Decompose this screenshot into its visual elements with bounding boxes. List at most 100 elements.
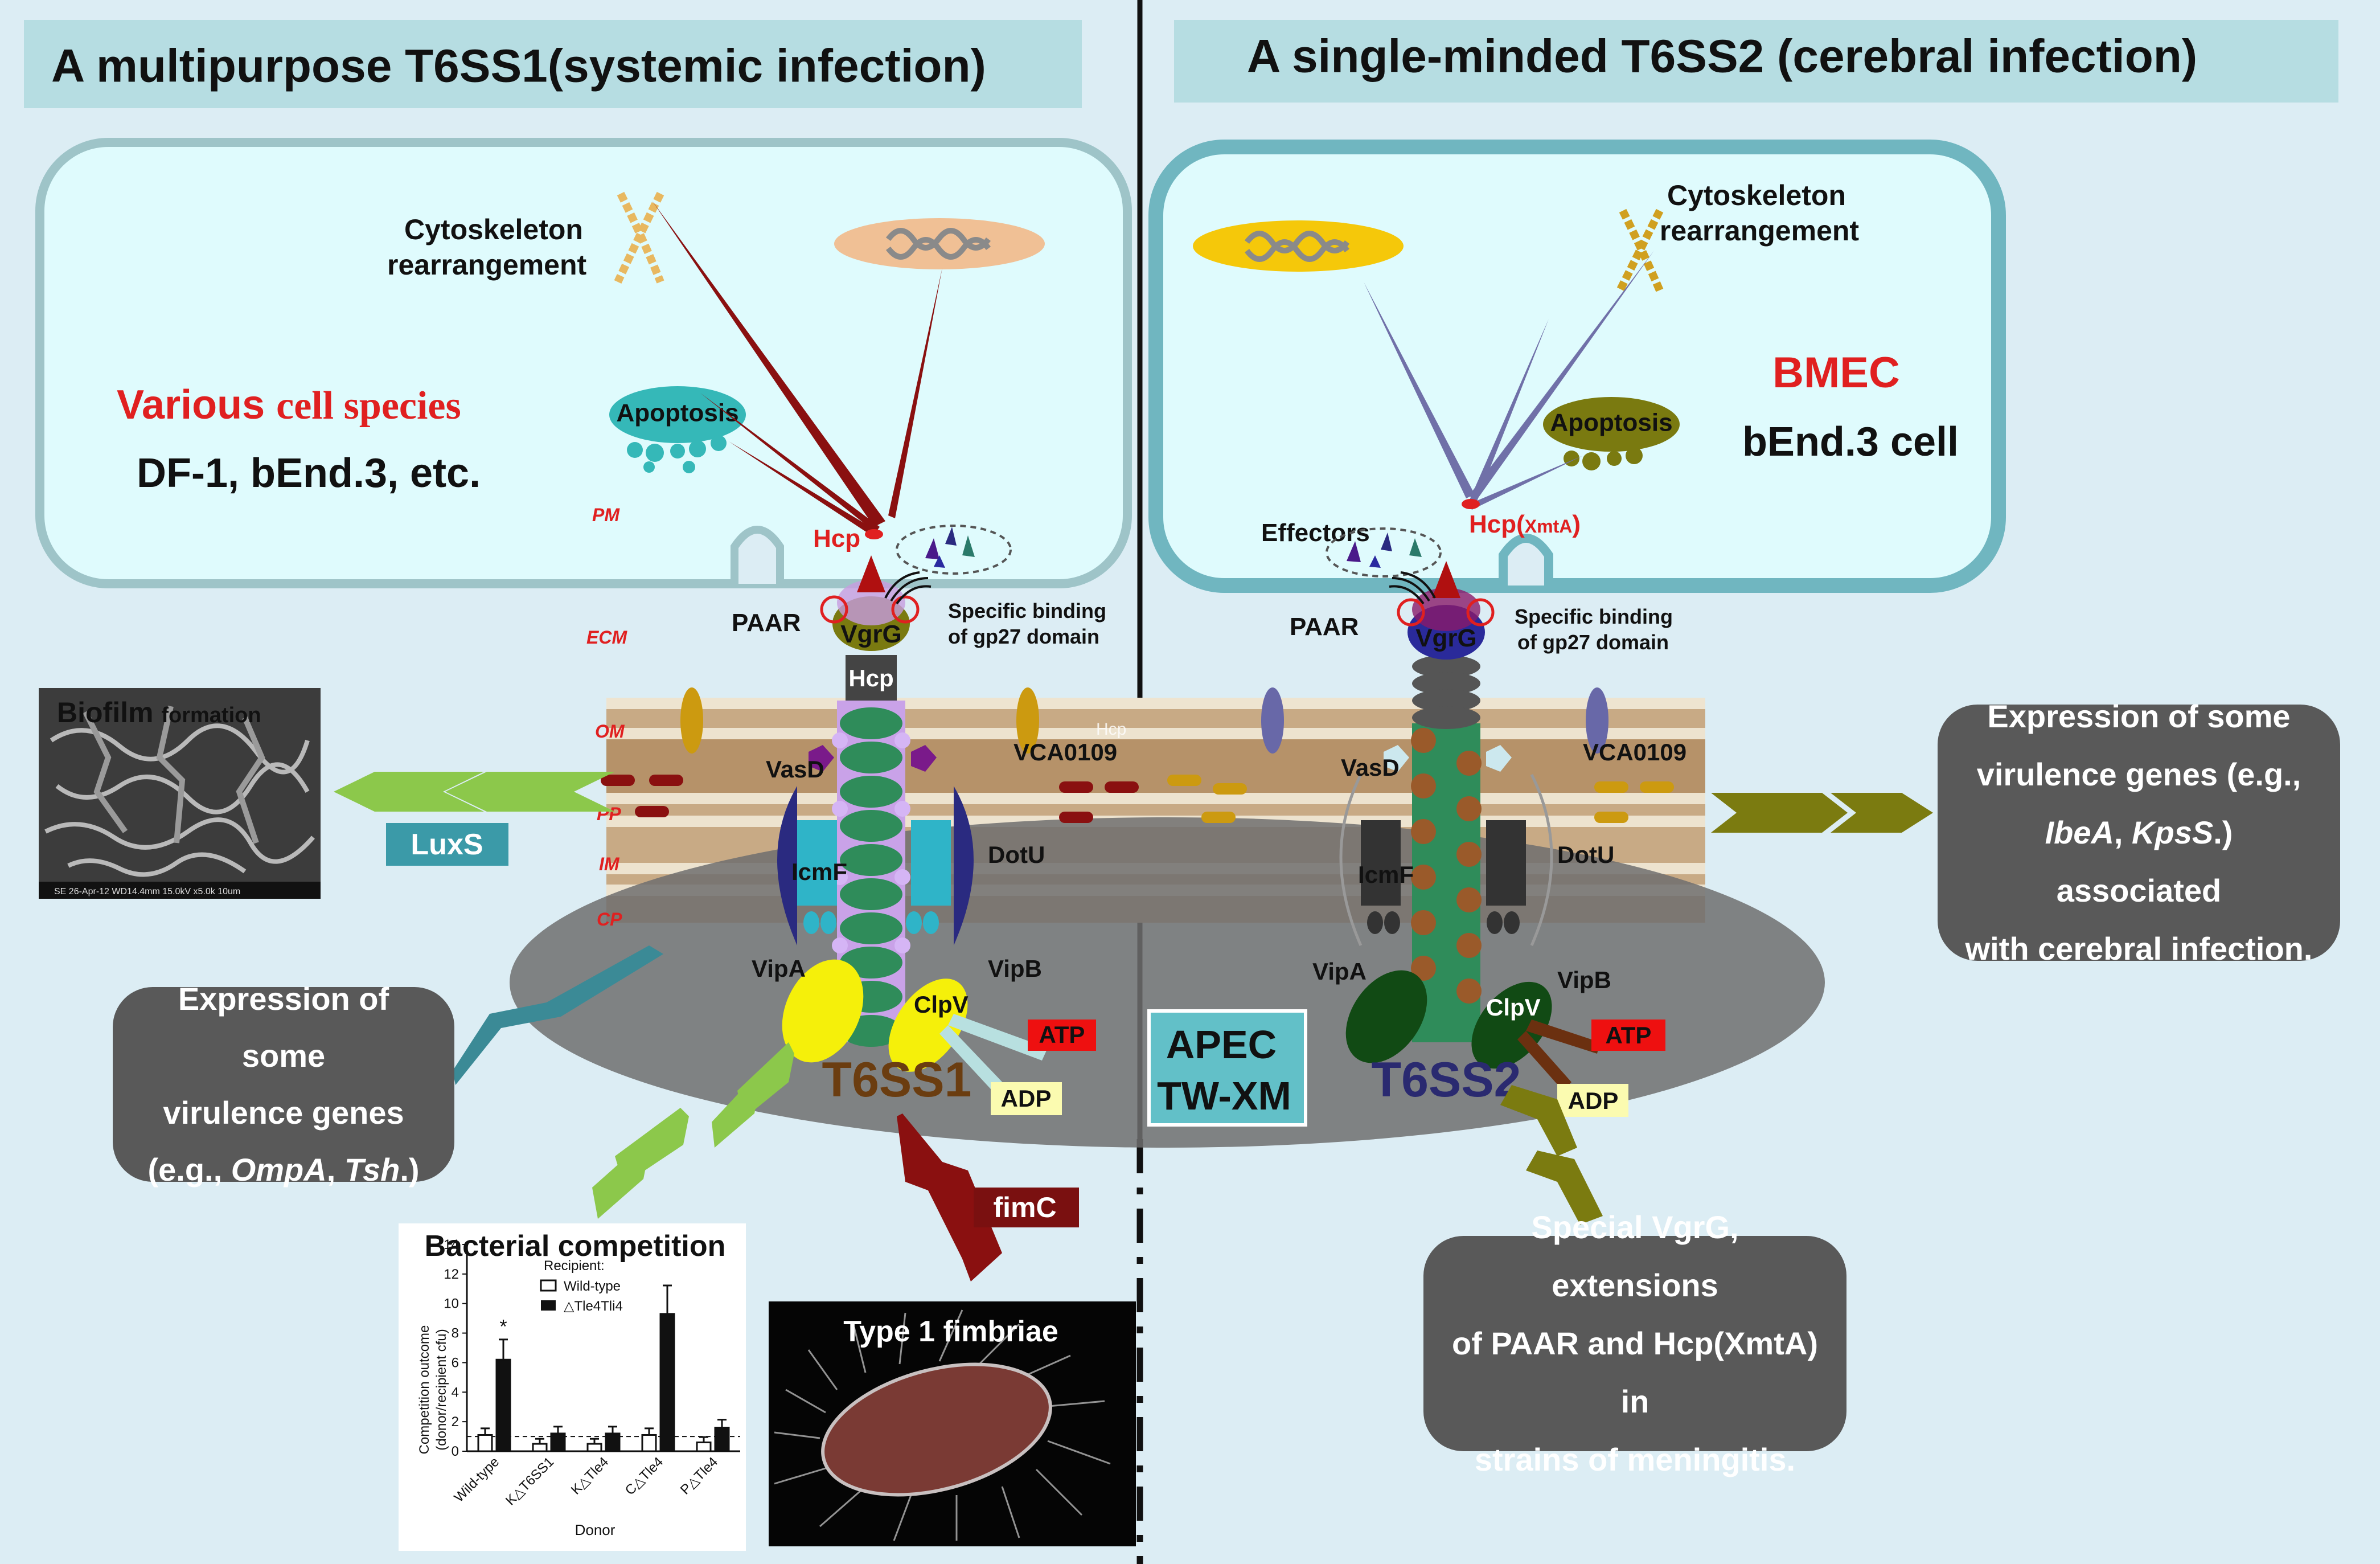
left-virulence-line-1: Expression of some bbox=[178, 981, 389, 1074]
left-title: A multipurpose T6SS1(systemic infection) bbox=[51, 40, 986, 92]
recipient-label: Recipient: bbox=[544, 1258, 605, 1274]
cytoskeleton-label-right-1: Cytoskeleton bbox=[1667, 179, 1846, 211]
t6ss2-machine bbox=[1167, 561, 1674, 1091]
strain-box bbox=[1147, 1009, 1307, 1127]
y-axis-label-1: Competition outcome bbox=[417, 1325, 432, 1455]
right-virulence-line-3: IbeA, KpsS.) associated bbox=[2045, 814, 2233, 908]
dna-icon-right bbox=[1193, 220, 1404, 272]
bar-mutant bbox=[714, 1427, 730, 1452]
right-invagination bbox=[1499, 534, 1553, 586]
hcp-tube-label-left: Hcp bbox=[848, 665, 893, 691]
dna-icon bbox=[834, 218, 1045, 269]
left-box-pointer bbox=[453, 945, 663, 1085]
vipb-label-left: VipB bbox=[988, 955, 1042, 982]
adp-label-right: ADP bbox=[1568, 1087, 1619, 1114]
bar-wildtype bbox=[696, 1441, 712, 1452]
left-title-bar bbox=[24, 20, 1082, 108]
atp-box-right bbox=[1591, 1020, 1665, 1051]
om-label: OM bbox=[595, 721, 625, 742]
dotu-label-right: DotU bbox=[1557, 841, 1614, 868]
vipb-label-right: VipB bbox=[1557, 967, 1611, 993]
fimc-arrow bbox=[897, 1113, 1002, 1282]
t6ss2-label: T6SS2 bbox=[1372, 1053, 1521, 1107]
right-olive-arrows bbox=[1500, 793, 1933, 1225]
y-tick-label: 10 bbox=[444, 1296, 459, 1312]
strain-label-1: APEC bbox=[1166, 1022, 1277, 1067]
right-virulence-text: Expression of some virulence genes (e.g.… bbox=[1960, 687, 2317, 978]
adp-label-left: ADP bbox=[1001, 1085, 1052, 1112]
hcp-label-right: Hcp(XmtA) bbox=[1469, 510, 1581, 538]
vca-label-right: VCA0109 bbox=[1583, 739, 1686, 765]
x-axis-label: Donor bbox=[575, 1521, 615, 1538]
pm-label: PM bbox=[592, 505, 620, 525]
legend-swatch-wildtype bbox=[540, 1279, 557, 1292]
left-virulence-box: Expression of some virulence genes (e.g.… bbox=[113, 981, 454, 1188]
apoptosis-icon-right bbox=[1543, 397, 1680, 470]
hcp-dot-right bbox=[1462, 499, 1480, 509]
cytoskeleton-label-2: rearrangement bbox=[387, 249, 586, 281]
right-virulence-box: Expression of some virulence genes (e.g.… bbox=[1938, 698, 2340, 967]
bar-wildtype bbox=[532, 1443, 548, 1452]
special-vgrg-line-3: strains of meningitis. bbox=[1474, 1442, 1796, 1477]
luxs-label: LuxS bbox=[411, 828, 483, 861]
special-vgrg-line-2: of PAAR and Hcp(XmtA) in bbox=[1452, 1325, 1818, 1419]
bar-mutant bbox=[550, 1432, 566, 1452]
effector-spikes-right bbox=[1364, 251, 1654, 510]
legend-wildtype: Wild-type bbox=[564, 1279, 621, 1294]
luxs-box bbox=[386, 823, 508, 866]
fimc-label: fimC bbox=[993, 1192, 1056, 1223]
fimc-box bbox=[974, 1188, 1079, 1227]
atp-box-left bbox=[1028, 1020, 1096, 1051]
paar-label-right: PAAR bbox=[1290, 613, 1359, 641]
binding-label-left-2: of gp27 domain bbox=[948, 625, 1099, 648]
competition-panel bbox=[399, 1223, 746, 1551]
vgrg-label-right: VgrG bbox=[1415, 624, 1477, 652]
clpv-label-right: ClpV bbox=[1486, 994, 1541, 1021]
competition-title: Bacterial competition bbox=[425, 1230, 726, 1263]
y-axis-label-2: (donor/recipient cfu) bbox=[434, 1329, 449, 1450]
adp-box-left bbox=[991, 1082, 1062, 1115]
bar-wildtype bbox=[586, 1443, 602, 1452]
effector-spikes-left bbox=[652, 200, 942, 538]
t6ss1-machine bbox=[601, 555, 1139, 1096]
fimbriae-label: Type 1 fimbriae bbox=[843, 1315, 1058, 1348]
cell-lines-label: DF-1, bEnd.3, etc. bbox=[137, 451, 481, 496]
cp-label: CP bbox=[597, 909, 622, 930]
y-tick-label: 14 bbox=[444, 1237, 459, 1252]
periplasm-band bbox=[606, 739, 1705, 793]
legend-swatch-mutant bbox=[541, 1300, 556, 1311]
hcp-faint-label: Hcp bbox=[1096, 720, 1126, 739]
left-cell-body bbox=[35, 138, 1132, 588]
competition-arrows bbox=[592, 1042, 794, 1219]
vgrg-label-left: VgrG bbox=[840, 620, 902, 648]
bmec-label: BMEC bbox=[1772, 349, 1900, 397]
t6ss1-label: T6SS1 bbox=[822, 1053, 972, 1107]
vca-label-left: VCA0109 bbox=[1013, 739, 1117, 765]
dotu-label-left: DotU bbox=[988, 841, 1045, 868]
biofilm-image bbox=[39, 688, 321, 899]
cytoskeleton-label-1: Cytoskeleton bbox=[404, 214, 583, 245]
left-virulence-line-3: (e.g., OmpA, Tsh.) bbox=[147, 1152, 420, 1188]
bar-wildtype bbox=[641, 1434, 657, 1452]
special-vgrg-line-1: Special VgrG, extensions bbox=[1531, 1209, 1739, 1303]
biofilm-footer: SE 26-Apr-12 WD14.4mm 15.0kV x5.0k 10um bbox=[54, 887, 240, 896]
left-virulence-line-2: virulence genes bbox=[163, 1095, 404, 1131]
apoptosis-label: Apoptosis bbox=[616, 399, 738, 427]
fimbriae-image bbox=[769, 1301, 1136, 1546]
legend-mutant: △Tle4Tli4 bbox=[564, 1299, 623, 1314]
bend-label: bEnd.3 cell bbox=[1742, 419, 1959, 465]
special-vgrg-text: Special VgrG, extensions of PAAR and Hcp… bbox=[1446, 1198, 1824, 1489]
paar-label-left: PAAR bbox=[732, 609, 801, 637]
atp-label-left: ATP bbox=[1039, 1021, 1085, 1048]
bar-wildtype bbox=[477, 1434, 493, 1452]
effector-cluster-left bbox=[896, 525, 1012, 575]
ecm-label: ECM bbox=[586, 627, 627, 648]
im-label: IM bbox=[599, 854, 620, 874]
bar-mutant bbox=[659, 1313, 675, 1452]
right-title: A single-minded T6SS2 (cerebral infectio… bbox=[1247, 31, 2197, 83]
right-virulence-line-1: Expression of some bbox=[1987, 698, 2291, 734]
binding-label-right-2: of gp27 domain bbox=[1517, 630, 1669, 654]
y-tick-label: 4 bbox=[452, 1385, 459, 1400]
luxs-arrows bbox=[334, 772, 615, 812]
